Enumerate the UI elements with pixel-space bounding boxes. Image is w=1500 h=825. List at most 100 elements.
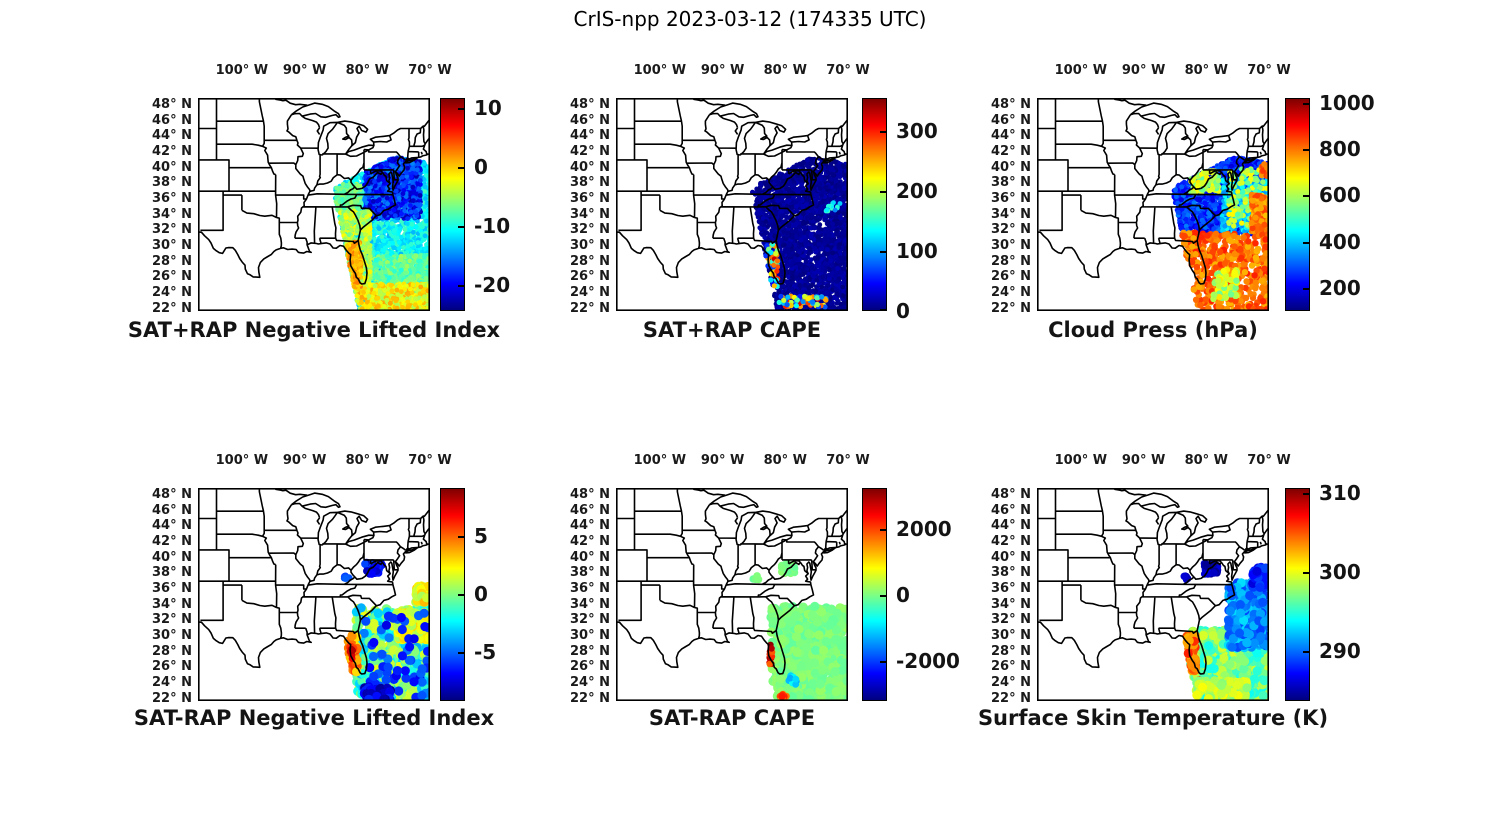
lat-tick-label: 26° N: [570, 659, 610, 675]
lon-tick-label: 80° W: [345, 63, 390, 78]
state-boundaries: [198, 488, 430, 675]
map-frame: [1037, 488, 1269, 701]
lon-tick-label: 90° W: [700, 63, 745, 78]
lon-tick-label: 80° W: [763, 63, 808, 78]
lon-tick-label: 80° W: [763, 453, 808, 468]
panel-title-satrap-sum-cape: SAT+RAP CAPE: [642, 318, 822, 342]
colorbar-tick-label: 300: [1319, 559, 1361, 584]
lat-tick-label: 30° N: [570, 238, 610, 253]
colorbar-tick-label: 400: [1319, 229, 1361, 254]
colorbar-tick-label: 0: [896, 583, 910, 608]
lon-tick-label: 70° W: [1247, 453, 1291, 468]
lon-tick-label: 100° W: [633, 63, 687, 78]
scatter-points: [750, 156, 848, 311]
colorbar-tick-label: 310: [1319, 480, 1361, 505]
colorbar-tick-label: 290: [1319, 639, 1361, 664]
lat-tick-label: 46° N: [152, 502, 192, 518]
colorbar-tick: [880, 529, 886, 532]
lon-tick-label: 100° W: [1054, 63, 1108, 78]
lat-tick-label: 48° N: [570, 487, 610, 503]
colorbar-tick-label: 1000: [1319, 90, 1375, 115]
state-boundaries: [616, 488, 848, 675]
lat-tick-label: 40° N: [991, 159, 1031, 175]
lat-tick-label: 24° N: [152, 284, 192, 300]
us-map-panel: [198, 488, 430, 701]
lat-tick-label: 26° N: [991, 659, 1031, 675]
colorbar-tick: [880, 191, 886, 193]
lat-tick-label: 30° N: [152, 628, 192, 643]
lat-tick-label: 36° N: [991, 581, 1031, 597]
colorbar-tick: [458, 166, 464, 169]
us-map-panel: [1037, 98, 1269, 311]
state-boundaries: [1037, 488, 1269, 675]
us-map-panel: [616, 98, 848, 311]
lat-tick-label: 38° N: [570, 175, 610, 191]
lat-tick-label: 26° N: [991, 269, 1031, 285]
lat-tick-label: 48° N: [152, 97, 192, 113]
panel-title-satrap-diff-nli: SAT-RAP Negative Lifted Index: [133, 706, 495, 730]
figure-title: CrIS-npp 2023-03-12 (174335 UTC): [573, 7, 927, 31]
lon-tick-label: 90° W: [700, 453, 745, 468]
lat-tick-label: 36° N: [152, 191, 192, 207]
lat-tick-label: 42° N: [991, 144, 1031, 160]
lat-tick-label: 42° N: [570, 144, 610, 160]
lat-tick-label: 42° N: [152, 534, 192, 550]
colorbar: [862, 98, 887, 311]
lon-tick-label: 70° W: [826, 63, 870, 78]
colorbar-tick: [1303, 241, 1309, 244]
lon-tick-label: 70° W: [826, 453, 870, 468]
colorbar: [440, 488, 465, 701]
map-frame: [198, 98, 430, 311]
colorbar-tick-label: 200: [1319, 275, 1361, 300]
colorbar: [1285, 488, 1310, 701]
lon-tick-label: 80° W: [345, 453, 390, 468]
map-frame: [198, 488, 430, 701]
map-frame: [616, 98, 848, 311]
colorbar: [440, 98, 465, 311]
colorbar-tick-label: 200: [896, 179, 938, 203]
panel-title-satrap-diff-cape: SAT-RAP CAPE: [648, 706, 816, 730]
colorbar-tick-label: 10: [474, 96, 502, 120]
lon-tick-label: 100° W: [633, 453, 687, 468]
lat-tick-label: 28° N: [991, 643, 1031, 659]
colorbar-tick: [880, 595, 886, 598]
colorbar-tick: [880, 131, 886, 133]
colorbar-tick-label: 300: [896, 119, 938, 143]
map-frame: [1037, 98, 1269, 311]
lat-tick-label: 22° N: [991, 300, 1031, 316]
lat-tick-label: 38° N: [991, 175, 1031, 191]
lat-tick-label: 22° N: [570, 300, 610, 316]
lat-tick-label: 48° N: [991, 97, 1031, 113]
lat-tick-label: 46° N: [570, 112, 610, 128]
lat-tick-label: 28° N: [991, 253, 1031, 269]
lon-tick-label: 90° W: [282, 453, 327, 468]
lat-tick-label: 40° N: [152, 549, 192, 565]
lat-tick-label: 34° N: [152, 596, 192, 612]
lon-tick-label: 80° W: [1184, 453, 1229, 468]
lat-tick-label: 44° N: [570, 518, 610, 534]
colorbar-tick: [1303, 195, 1309, 198]
lat-tick-label: 46° N: [991, 502, 1031, 518]
lat-tick-label: 42° N: [570, 534, 610, 550]
colorbar-tick: [458, 535, 464, 538]
lat-tick-label: 22° N: [152, 690, 192, 706]
lat-tick-label: 40° N: [570, 159, 610, 175]
lat-tick-label: 40° N: [152, 159, 192, 175]
us-map-panel: [1037, 488, 1269, 701]
lat-tick-label: 32° N: [152, 222, 192, 238]
colorbar-tick: [458, 108, 464, 110]
lat-tick-label: 36° N: [570, 581, 610, 597]
lon-tick-label: 100° W: [1054, 453, 1108, 468]
colorbar-tick-label: 5: [474, 523, 488, 548]
colorbar-tick: [1303, 102, 1309, 105]
us-map-panel: [198, 98, 430, 311]
lat-tick-label: 32° N: [152, 612, 192, 628]
lon-tick-label: 100° W: [215, 63, 269, 78]
lat-tick-label: 40° N: [570, 549, 610, 565]
lat-tick-label: 36° N: [152, 581, 192, 597]
lat-tick-label: 28° N: [570, 643, 610, 659]
lat-tick-label: 42° N: [152, 144, 192, 160]
lat-tick-label: 44° N: [570, 128, 610, 144]
lat-tick-label: 30° N: [991, 238, 1031, 253]
lat-tick-label: 26° N: [570, 269, 610, 285]
